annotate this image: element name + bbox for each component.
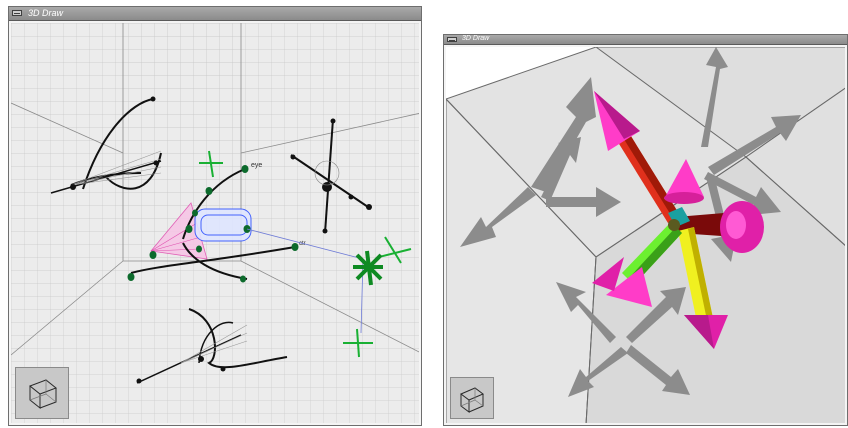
left-3d-draw-window: 3D Draw [8,6,422,426]
label-ctr: ctr [299,241,306,247]
curve-object-upper-left[interactable] [50,96,162,194]
cube-icon [29,379,57,410]
cross-object-upper-right[interactable] [290,118,373,234]
arrow-shadows [460,47,801,397]
window-title: 3D Draw [462,35,490,42]
curve-object-lower[interactable] [136,308,288,384]
window-menu-button[interactable] [447,37,457,42]
window-menu-button[interactable] [12,10,22,16]
right-3d-viewport[interactable] [446,47,845,423]
left-3d-viewport[interactable]: eye ctr [11,23,419,423]
view-cube-button[interactable] [15,367,69,419]
window-title: 3D Draw [28,8,64,18]
right-3d-draw-window: 3D Draw [443,34,848,426]
label-eye: eye [251,162,262,169]
green-3d-cursors[interactable] [199,150,412,358]
cube-icon [460,387,484,413]
camera-frustum[interactable]: eye ctr [127,162,306,283]
left-window-titlebar[interactable]: 3D Draw [9,7,421,21]
right-window-titlebar[interactable]: 3D Draw [444,35,847,45]
arrow-widget[interactable] [592,91,764,349]
room-cube [446,47,845,423]
view-cube-button[interactable] [450,377,494,419]
